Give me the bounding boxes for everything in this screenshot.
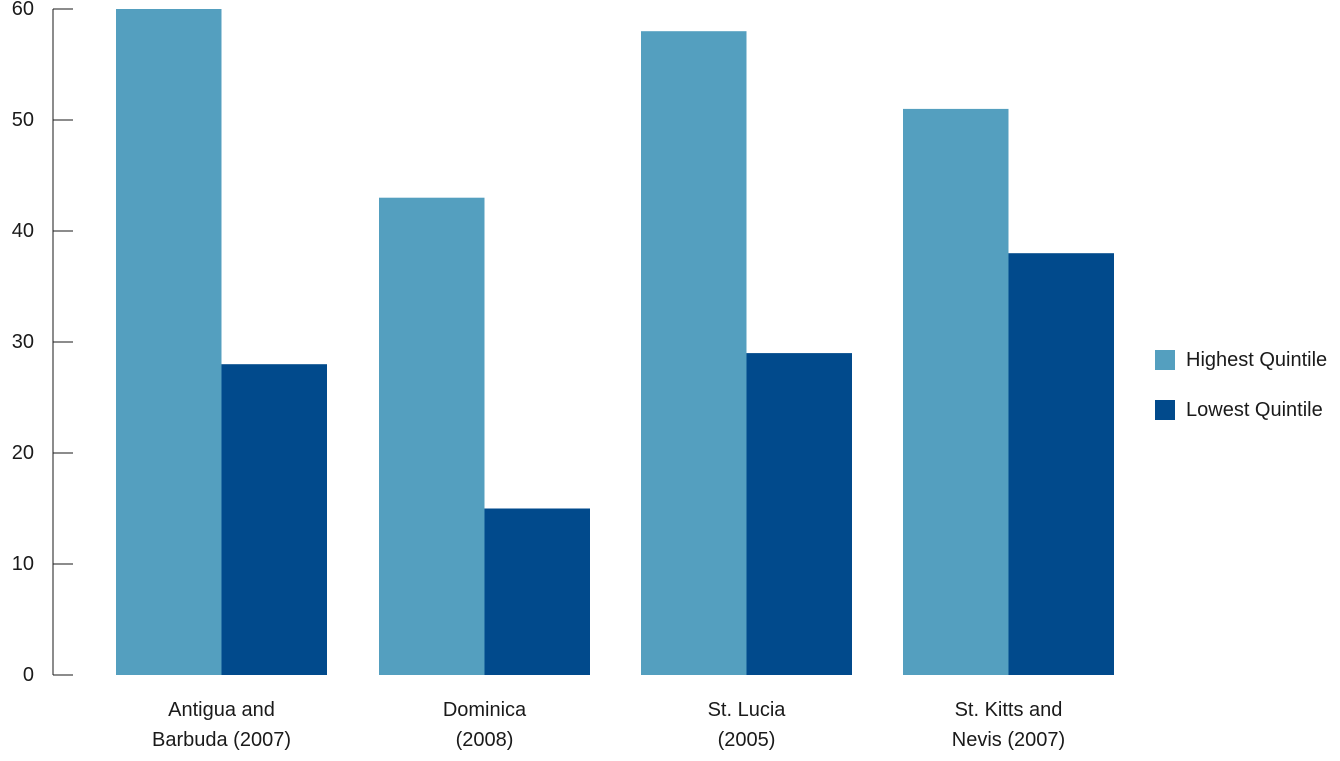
y-tick-label: 60 — [12, 0, 34, 20]
bar-lowest-quintile — [746, 353, 852, 675]
legend-swatch — [1155, 350, 1175, 370]
x-axis-labels: Antigua and Barbuda (2007) Dominica (2008) S… — [152, 699, 1065, 751]
bars — [116, 9, 1114, 675]
legend-label: Lowest Quintile — [1186, 399, 1323, 421]
y-tick-label: 50 — [12, 109, 34, 131]
bar-lowest-quintile — [484, 508, 590, 675]
y-tick-label: 0 — [23, 664, 34, 686]
bar-highest-quintile — [116, 9, 222, 675]
x-category-label: (2005) — [718, 729, 776, 751]
bar-lowest-quintile — [1008, 253, 1114, 675]
y-tick-label: 20 — [12, 442, 34, 464]
legend-label: Highest Quintile — [1186, 349, 1327, 371]
x-category-label: St. Lucia — [708, 699, 787, 721]
bar-lowest-quintile — [221, 364, 327, 675]
x-category-label: St. Kitts and — [955, 699, 1063, 721]
x-category-label: (2008) — [456, 729, 514, 751]
x-category-label: Antigua and — [168, 699, 275, 721]
legend-swatch — [1155, 400, 1175, 420]
y-tick-label: 10 — [12, 553, 34, 575]
y-tick-label: 40 — [12, 220, 34, 242]
bar-highest-quintile — [379, 197, 485, 675]
x-category-label: Nevis (2007) — [952, 729, 1065, 751]
bar-highest-quintile — [903, 108, 1009, 675]
y-axis: 0 10 20 30 40 50 60 — [12, 0, 73, 686]
bar-highest-quintile — [641, 31, 747, 675]
x-category-label: Barbuda (2007) — [152, 729, 291, 751]
y-tick-label: 30 — [12, 331, 34, 353]
x-category-label: Dominica — [443, 699, 527, 721]
legend: Highest Quintile Lowest Quintile — [1155, 349, 1327, 421]
